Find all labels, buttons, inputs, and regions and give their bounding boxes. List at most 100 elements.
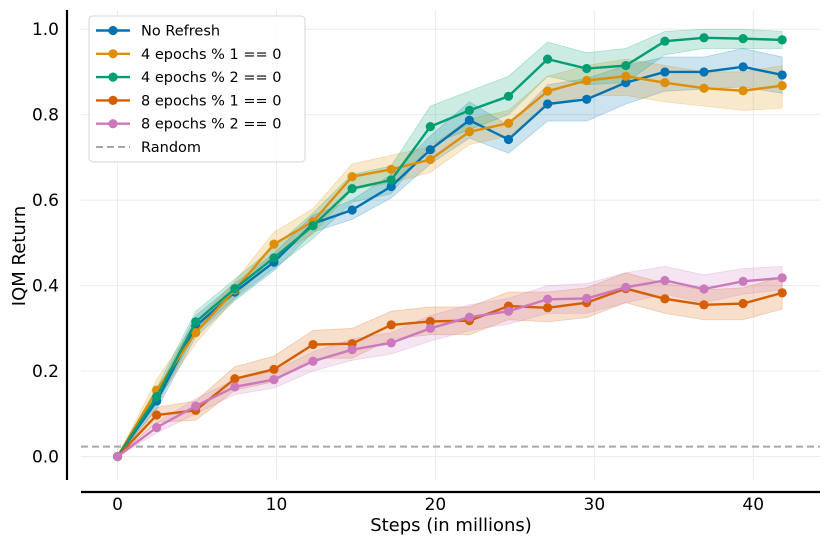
series-2-point [738, 34, 748, 44]
series-2-point [269, 253, 279, 263]
series-0-point [503, 134, 514, 145]
series-4-point [738, 276, 748, 286]
series-1-point [777, 81, 787, 91]
series-4-point [425, 323, 435, 333]
series-0-point [738, 62, 748, 72]
series-2-point [425, 122, 435, 132]
series-3-point [660, 294, 670, 304]
series-4-point [699, 284, 709, 294]
series-4-point [464, 312, 475, 322]
series-0-point [347, 205, 357, 215]
series-1-point [543, 86, 553, 96]
legend-swatch-marker [108, 95, 118, 105]
legend-swatch-marker [108, 49, 118, 59]
x-tick-label: 10 [266, 495, 288, 515]
x-axis-label: Steps (in millions) [370, 515, 532, 536]
series-lines [112, 33, 787, 462]
series-1-point [660, 78, 670, 88]
series-0-point [777, 70, 787, 80]
series-4-line [116, 276, 783, 458]
series-1-point [621, 71, 631, 81]
series-1-point [464, 127, 475, 137]
series-2-point [777, 35, 787, 45]
y-axis-label: IQM Return [9, 206, 30, 306]
series-2-point [152, 392, 162, 402]
series-1-point [269, 239, 279, 249]
series-3-point [152, 410, 162, 420]
series-3-point [230, 374, 240, 384]
series-1-point [738, 86, 748, 96]
series-4-point [582, 293, 592, 304]
series-0-point [660, 67, 670, 77]
x-tick-label: 0 [112, 495, 123, 515]
series-2-point [386, 175, 396, 185]
axes: 0 10 20 30 40 0.0 0.2 0.4 0.6 0.8 1.0 [32, 10, 820, 515]
series-2-point [660, 36, 670, 46]
legend-label: Random [141, 140, 201, 156]
series-0-point [699, 67, 709, 77]
legend-swatch-marker [108, 25, 118, 36]
series-1-point [191, 327, 201, 338]
series-2-point [347, 184, 357, 194]
legend-swatch-marker [108, 72, 118, 82]
series-4-point [660, 275, 670, 286]
series-1-point [386, 164, 396, 174]
x-tick-label: 30 [584, 495, 606, 515]
y-tick-label: 0.2 [32, 362, 59, 382]
legend-label: 4 epochs % 2 == 0 [141, 70, 282, 86]
y-tick-label: 0.8 [32, 106, 59, 126]
series-1-point [582, 75, 592, 86]
series-0-point [464, 115, 475, 125]
series-2-point [503, 91, 514, 101]
y-tick-label: 0.0 [32, 448, 59, 468]
series-3-point [543, 303, 553, 313]
series-2-point [699, 33, 709, 43]
x-tick-label: 20 [425, 495, 447, 515]
series-3-point [308, 339, 318, 350]
series-4-point [112, 451, 123, 462]
legend-label: 8 epochs % 1 == 0 [141, 93, 282, 109]
series-3-point [425, 316, 435, 327]
series-3-point [738, 298, 748, 309]
legend-label: No Refresh [141, 24, 220, 40]
legend-label: 4 epochs % 1 == 0 [141, 47, 282, 63]
x-tick-label: 40 [742, 495, 764, 515]
series-1-line [116, 75, 783, 458]
series-2-point [582, 63, 592, 74]
legend: No Refresh 4 epochs % 1 == 0 4 epochs % 2 … [88, 15, 306, 163]
series-1-point [425, 154, 435, 165]
series-4-point [269, 374, 279, 385]
series-4-point [230, 382, 240, 392]
series-2-point [621, 60, 631, 71]
series-4-point [543, 294, 553, 304]
series-1-point [347, 172, 357, 182]
y-tick-label: 0.6 [32, 191, 59, 211]
series-4-point [386, 338, 396, 348]
series-3-point [386, 320, 396, 330]
series-3-point [777, 288, 787, 298]
y-tick-label: 0.4 [32, 277, 59, 297]
series-0-point [386, 181, 396, 192]
series-4-point [152, 422, 162, 433]
legend-box [88, 15, 306, 163]
series-0-point [582, 94, 592, 104]
series-4-point [503, 306, 514, 316]
series-1-point [699, 83, 709, 93]
y-tick-label: 1.0 [32, 20, 59, 40]
series-3-point [699, 300, 709, 310]
series-0-point [425, 145, 435, 155]
series-4-point [191, 401, 201, 411]
series-4-point [308, 356, 318, 366]
series-1-point [503, 118, 514, 128]
legend-label: 8 epochs % 2 == 0 [141, 117, 282, 133]
series-4-point [621, 282, 631, 292]
series-0-point [543, 99, 553, 109]
series-2-point [191, 317, 201, 327]
series-0-point [621, 78, 631, 88]
series-2-point [230, 283, 240, 294]
series-2-point [464, 105, 475, 116]
series-4-point [347, 345, 357, 355]
series-2-point [308, 221, 318, 231]
series-3-line [116, 287, 783, 458]
